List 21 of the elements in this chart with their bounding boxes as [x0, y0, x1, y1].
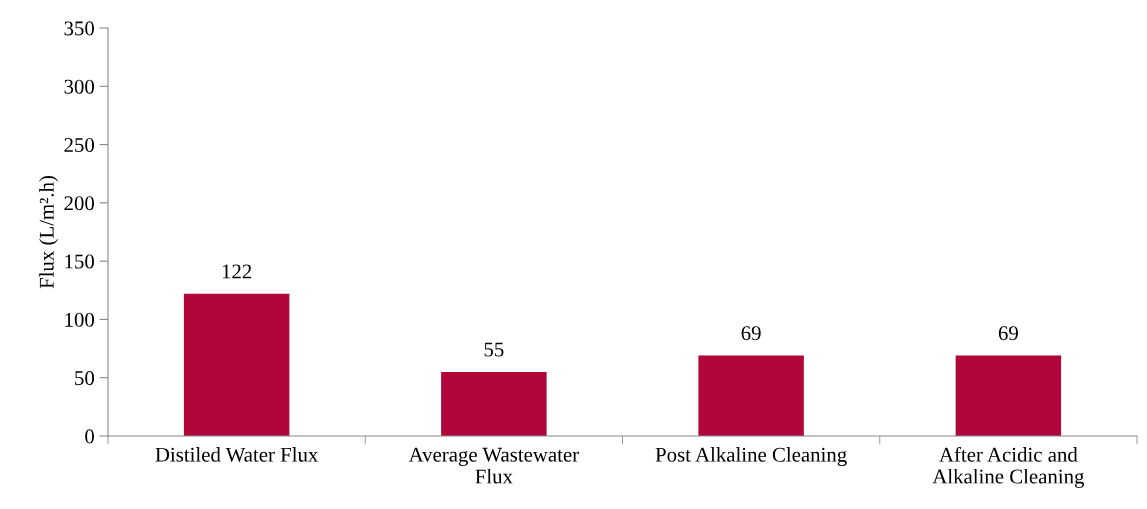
y-tick-label: 300 — [64, 79, 95, 94]
y-tick-label: 200 — [64, 196, 95, 211]
y-tick-label: 0 — [85, 429, 95, 444]
y-axis-title: Flux (L/m².h) — [39, 175, 58, 289]
bar — [183, 293, 290, 436]
y-tick-label: 150 — [65, 254, 95, 269]
bar — [698, 355, 804, 436]
y-tick-label: 50 — [75, 371, 95, 386]
data-label: 55 — [484, 342, 504, 357]
bar — [441, 371, 547, 436]
x-tick-label: Post Alkaline Cleaning — [655, 447, 847, 467]
bar — [955, 355, 1062, 436]
x-tick-label: After Acidic and Alkaline Cleaning — [932, 446, 1085, 488]
y-tick-label: 100 — [65, 312, 95, 327]
data-label: 69 — [998, 326, 1018, 341]
x-tick-label: Distiled Water Flux — [155, 447, 319, 462]
data-label: 122 — [222, 264, 252, 279]
data-label: 69 — [741, 326, 761, 341]
x-tick-label: Average Wastewater Flux — [408, 447, 579, 484]
y-tick-label: 350 — [64, 21, 95, 36]
y-tick-label: 250 — [64, 137, 95, 152]
